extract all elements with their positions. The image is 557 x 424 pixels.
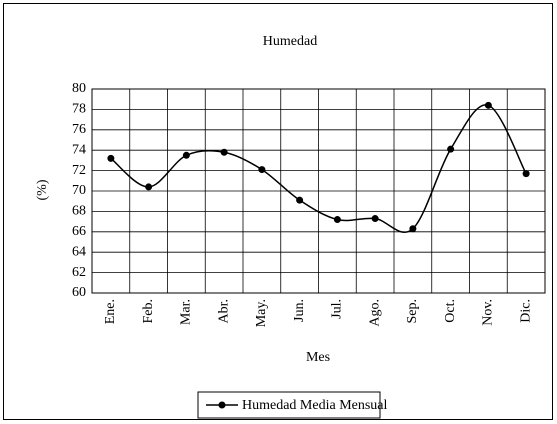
x-tick-label: Abr.	[216, 299, 231, 324]
legend-marker	[218, 401, 226, 409]
x-tick-label: Nov.	[481, 299, 496, 326]
data-point	[145, 183, 153, 191]
y-tick-label: 60	[72, 285, 86, 300]
legend-label: Humedad Media Mensual	[242, 398, 388, 413]
x-tick-label: Ene.	[103, 299, 118, 324]
x-tick-label: Feb.	[141, 299, 156, 324]
data-point	[107, 154, 115, 162]
data-point	[371, 215, 379, 223]
y-axis-label: (%)	[35, 179, 50, 200]
x-tick-label: Ago.	[367, 299, 382, 327]
y-tick-label: 62	[72, 265, 86, 280]
y-tick-label: 68	[72, 204, 86, 219]
y-tick-label: 70	[72, 183, 86, 198]
chart-title: Humedad	[263, 34, 317, 49]
data-point	[447, 145, 455, 153]
y-tick-label: 72	[72, 163, 86, 178]
data-point	[182, 151, 190, 159]
data-point	[296, 196, 304, 204]
x-tick-label: Oct.	[443, 299, 458, 323]
data-point	[258, 166, 266, 174]
y-tick-label: 78	[72, 102, 86, 117]
x-tick-label: Dic.	[518, 299, 533, 323]
x-axis-label: Mes	[306, 350, 330, 365]
y-tick-label: 76	[72, 122, 86, 137]
y-tick-label: 74	[72, 142, 86, 157]
data-point	[484, 101, 492, 109]
y-tick-label: 64	[72, 244, 86, 259]
data-point	[333, 216, 341, 224]
x-tick-label: Mar.	[179, 299, 194, 325]
x-tick-label: May.	[254, 299, 269, 327]
y-tick-label: 80	[72, 81, 86, 96]
data-point	[220, 148, 228, 156]
y-tick-label: 66	[72, 224, 86, 239]
data-point	[409, 225, 417, 233]
data-point	[522, 170, 530, 178]
x-tick-label: Jul.	[330, 299, 345, 319]
x-tick-label: Jun.	[292, 299, 307, 322]
x-tick-label: Sep.	[405, 299, 420, 324]
